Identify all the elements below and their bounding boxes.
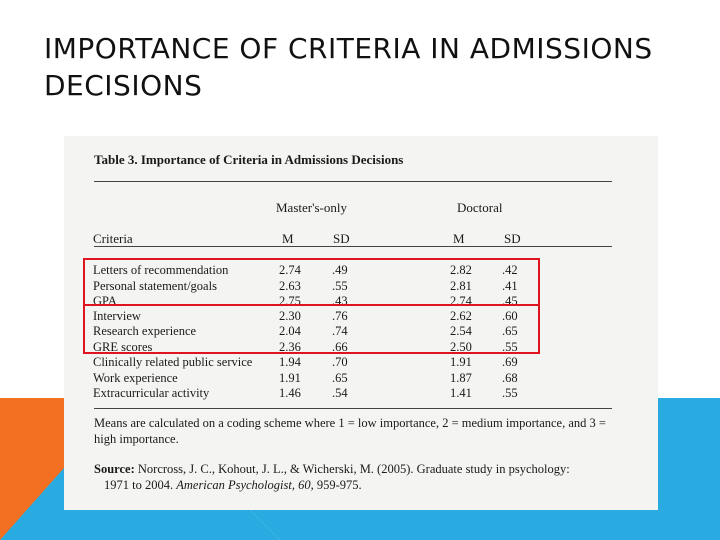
doctoral-mean-cell: 1.87	[450, 371, 472, 385]
criteria-cell: Extracurricular activity	[93, 386, 210, 400]
table-note: Means are calculated on a coding scheme …	[94, 416, 606, 446]
criteria-cell: Research experience	[93, 324, 197, 338]
doctoral-mean-cell: 2.81	[450, 279, 472, 293]
masters-sd-cell: .49	[332, 263, 348, 277]
doctoral-sd-cell: .69	[502, 355, 518, 369]
column-header-sd: SD	[504, 231, 521, 246]
masters-sd-cell: .66	[332, 340, 348, 354]
doctoral-mean-cell: 2.50	[450, 340, 472, 354]
blue-accent-shape	[0, 468, 280, 540]
slide-title: IMPORTANCE OF CRITERIA IN ADMISSIONS DEC…	[44, 32, 653, 102]
highlight-box-top	[83, 258, 540, 306]
doctoral-mean-cell: 1.91	[450, 355, 472, 369]
masters-mean-cell: 1.91	[279, 371, 301, 385]
masters-sd-cell: .76	[332, 309, 348, 323]
doctoral-mean-cell: 2.54	[450, 324, 472, 338]
doctoral-sd-cell: .55	[502, 340, 518, 354]
source-journal: American Psychologist, 60,	[176, 478, 314, 492]
doctoral-sd-cell: .42	[502, 263, 518, 277]
column-header-m: M	[453, 231, 465, 246]
source-pages: 959-975.	[316, 478, 362, 492]
masters-mean-cell: 2.04	[279, 324, 301, 338]
column-header-criteria: Criteria	[93, 231, 133, 246]
criteria-cell: Interview	[93, 309, 141, 323]
masters-sd-cell: .70	[332, 355, 348, 369]
table-title: Table 3. Importance of Criteria in Admis…	[94, 152, 404, 167]
criteria-cell: Work experience	[93, 371, 178, 385]
highlight-box-bottom	[83, 304, 540, 354]
criteria-cell: Clinically related public service	[93, 355, 253, 369]
masters-sd-cell: .55	[332, 279, 348, 293]
top-rule	[94, 181, 612, 182]
doctoral-mean-cell: 1.41	[450, 386, 472, 400]
doctoral-sd-cell: .55	[502, 386, 518, 400]
column-header-sd: SD	[333, 231, 350, 246]
doctoral-sd-cell: .68	[502, 371, 518, 385]
criteria-cell: Letters of recommendation	[93, 263, 229, 277]
doctoral-sd-cell: .65	[502, 324, 518, 338]
masters-sd-cell: .74	[332, 324, 348, 338]
group-header-masters: Master's-only	[276, 200, 347, 215]
scanned-table-image: Table 3. Importance of Criteria in Admis…	[64, 136, 658, 510]
doctoral-sd-cell: .41	[502, 279, 518, 293]
masters-sd-cell: .54	[332, 386, 348, 400]
masters-mean-cell: 1.94	[279, 355, 301, 369]
masters-sd-cell: .65	[332, 371, 348, 385]
doctoral-mean-cell: 2.82	[450, 263, 472, 277]
group-header-doctoral: Doctoral	[457, 200, 503, 215]
source-citation: Source: Norcross, J. C., Kohout, J. L., …	[94, 461, 634, 493]
masters-mean-cell: 2.63	[279, 279, 301, 293]
source-years: 1971 to 2004.	[104, 478, 174, 492]
criteria-cell: GRE scores	[93, 340, 153, 354]
header-rule	[94, 246, 612, 247]
doctoral-mean-cell: 2.62	[450, 309, 472, 323]
blue-accent-shape-right	[250, 398, 720, 540]
criteria-cell: Personal statement/goals	[93, 279, 217, 293]
doctoral-sd-cell: .60	[502, 309, 518, 323]
masters-mean-cell: 2.30	[279, 309, 301, 323]
source-text: Norcross, J. C., Kohout, J. L., & Wicher…	[137, 462, 570, 476]
source-label: Source:	[94, 462, 135, 476]
column-header-m: M	[282, 231, 294, 246]
masters-mean-cell: 2.36	[279, 340, 301, 354]
masters-mean-cell: 2.74	[279, 263, 301, 277]
masters-mean-cell: 1.46	[279, 386, 301, 400]
bottom-rule	[94, 408, 612, 409]
